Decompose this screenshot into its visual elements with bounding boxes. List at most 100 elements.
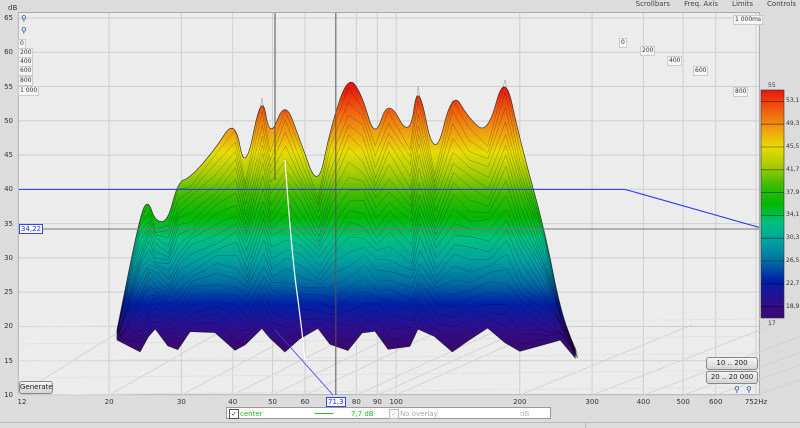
series-line-swatch [315,413,333,414]
y-tick-label: 10 [4,391,13,399]
x-tick-label: 90 [372,398,382,406]
y-tick-label: 60 [4,48,13,57]
x-cursor-readout: 71,3 [326,397,346,407]
colorbar-bottom-label: 17 [768,320,776,327]
legend-bar: ✓ center 7,7 dB ✓ No overlay dB [226,407,551,419]
waterfall-slice [116,92,576,354]
floor-line [17,352,761,362]
waterfall-slice [118,222,578,356]
floor-line [108,324,233,396]
zoom-icon[interactable]: ⚲ [21,26,27,35]
zoom-icon[interactable]: ⚲ [746,385,752,394]
waterfall-slice [117,106,576,352]
cursor-depth-line [274,329,334,396]
zoom-icon[interactable]: ⚲ [734,385,740,394]
waterfall-slice [119,317,579,359]
y-tick-label: 65 [4,14,13,22]
x-tick-label: 600 [709,398,723,406]
depth-label-right: 400 [667,56,683,66]
reference-level-line [624,188,760,228]
y-unit-label: dB [8,4,18,12]
waterfall-slice [117,180,577,355]
waterfall-slice [118,203,577,352]
floor-line [356,324,510,396]
zoom-icon[interactable]: ⚲ [21,14,27,23]
colorbar-top-label: 55 [768,82,776,89]
floor-line [17,369,761,379]
x-tick-label: 40 [228,398,238,406]
x-tick-label: 80 [351,398,361,406]
series-value: 7,7 dB [351,410,374,418]
depth-label-left: 600 [18,66,34,76]
waterfall-slice [118,262,578,356]
toolbar-limits[interactable]: Limits [732,0,754,8]
waterfall-slice [117,134,577,349]
colorbar-tick-label: 37,9 [786,188,800,196]
waterfall-slice [117,165,577,356]
y-tick-label: 55 [4,82,13,91]
depth-label-left: 800 [18,76,34,86]
x-tick-label: 752Hz [744,398,768,406]
depth-label-right: 1 000ms [733,15,764,25]
x-tick-label: 100 [389,398,403,406]
y-tick-label: 25 [4,288,13,297]
depth-label-right: 200 [640,46,656,56]
waterfall-slice [118,212,578,353]
divider [0,422,800,423]
floor-line [17,386,761,396]
cursor-trace [284,159,306,361]
waterfall-slice [119,273,578,354]
waterfall-surface [116,81,576,359]
x-tick-label: 400 [636,398,651,406]
x-tick-label: 500 [676,398,690,406]
waterfall-slice [119,281,578,355]
depth-label-right: 800 [733,87,749,97]
generate-button[interactable]: Generate [19,381,53,394]
overlay-unit: dB [520,410,530,418]
y-tick-label: 35 [4,219,13,228]
colorbar-tick-label: 49,3 [786,120,800,128]
toolbar-scrollbars[interactable]: Scrollbars [635,0,671,8]
y-tick-label: 30 [4,253,13,262]
toolbar-freq-axis[interactable]: Freq. Axis [684,0,719,8]
colorbar-tick-label: 18,9 [786,302,800,310]
floor-line [304,324,452,396]
colorbar-tick-label: 26,5 [786,257,800,264]
waterfall-slice [117,153,577,355]
y-tick-label: 15 [4,356,13,365]
waterfall-slice [119,291,579,358]
series-name: center [240,410,263,418]
x-tick-label: 200 [513,398,527,406]
y-tick-label: 40 [4,185,13,194]
overlay-checkbox[interactable]: ✓ [389,409,399,419]
colorbar-tick-label: 22,7 [786,279,800,287]
range-20-20000-button[interactable]: 20 .. 20 000 [706,371,758,384]
y-tick-label: 45 [4,151,13,160]
x-tick-label: 60 [300,398,310,406]
x-tick-label: 12 [17,398,27,406]
colorbar-tick-label: 30,3 [786,234,800,242]
x-tick-label: 300 [585,398,599,406]
depth-label-right: 600 [693,66,709,76]
toolbar-controls[interactable]: Controls [767,0,796,8]
depth-label-left: 1 000 [18,86,40,96]
y-cursor-readout: 34,22 [19,224,44,234]
colorbar-tick-label: 41,7 [786,165,800,173]
y-tick-label: 50 [4,116,13,125]
colorbar-tick-label: 34,1 [786,211,800,219]
waterfall-slice [118,235,578,359]
floor-line [755,379,800,396]
divider [585,423,586,428]
range-10-200-button[interactable]: 10 .. 200 [706,357,758,370]
colorbar-tick-label: 45,5 [786,143,800,150]
depth-label-right: 0 [619,38,627,48]
floor-line [591,324,774,396]
toolbar: Scrollbars Freq. Axis Limits Controls [636,0,796,9]
x-tick-label: 30 [176,398,186,406]
waterfall-slice [119,303,579,359]
waterfall-slice [117,121,577,350]
x-tick-label: 20 [104,398,114,406]
y-tick-label: 20 [4,322,13,331]
series-checkbox[interactable]: ✓ [229,409,239,419]
